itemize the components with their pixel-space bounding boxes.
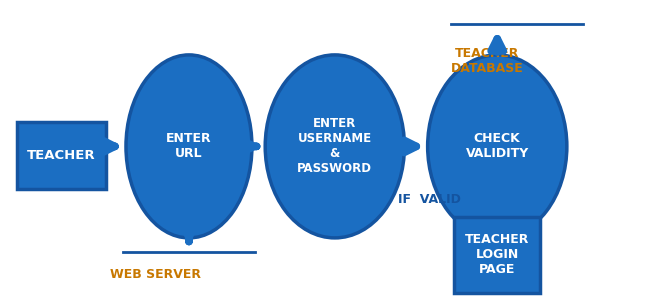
Text: IF  VALID: IF VALID [398,193,461,206]
Ellipse shape [428,55,567,238]
Text: ENTER
USERNAME
&
PASSWORD: ENTER USERNAME & PASSWORD [297,117,373,175]
FancyBboxPatch shape [454,217,540,293]
Ellipse shape [265,55,404,238]
Ellipse shape [126,55,252,238]
Text: TEACHER
LOGIN
PAGE: TEACHER LOGIN PAGE [465,233,530,276]
Text: TEACHER
DATABASE: TEACHER DATABASE [451,47,524,75]
FancyBboxPatch shape [17,122,106,189]
Text: CHECK
VALIDITY: CHECK VALIDITY [465,132,529,160]
Text: TEACHER: TEACHER [27,149,95,162]
Text: ENTER
URL: ENTER URL [166,132,211,160]
Text: WEB SERVER: WEB SERVER [110,268,202,281]
